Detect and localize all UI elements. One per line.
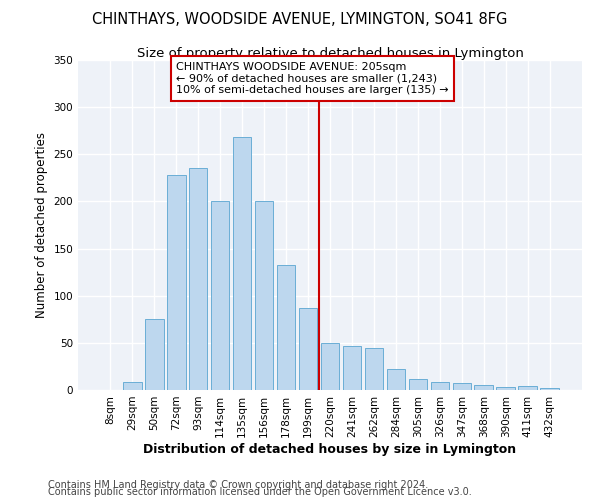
X-axis label: Distribution of detached houses by size in Lymington: Distribution of detached houses by size …	[143, 442, 517, 456]
Bar	[211, 202, 229, 390]
Bar	[123, 382, 142, 390]
Bar	[518, 386, 537, 390]
Bar	[365, 348, 383, 390]
Bar	[167, 175, 185, 390]
Text: CHINTHAYS WOODSIDE AVENUE: 205sqm
← 90% of detached houses are smaller (1,243)
1: CHINTHAYS WOODSIDE AVENUE: 205sqm ← 90% …	[176, 62, 449, 95]
Bar	[475, 386, 493, 390]
Bar	[541, 388, 559, 390]
Text: Contains public sector information licensed under the Open Government Licence v3: Contains public sector information licen…	[48, 487, 472, 497]
Bar	[343, 346, 361, 390]
Bar	[233, 138, 251, 390]
Bar	[189, 168, 208, 390]
Bar	[320, 343, 340, 390]
Bar	[299, 308, 317, 390]
Title: Size of property relative to detached houses in Lymington: Size of property relative to detached ho…	[137, 47, 523, 60]
Bar	[409, 378, 427, 390]
Bar	[386, 370, 405, 390]
Bar	[277, 264, 295, 390]
Bar	[431, 382, 449, 390]
Y-axis label: Number of detached properties: Number of detached properties	[35, 132, 48, 318]
Bar	[496, 387, 515, 390]
Bar	[255, 202, 274, 390]
Bar	[145, 320, 164, 390]
Bar	[452, 384, 471, 390]
Text: Contains HM Land Registry data © Crown copyright and database right 2024.: Contains HM Land Registry data © Crown c…	[48, 480, 428, 490]
Text: CHINTHAYS, WOODSIDE AVENUE, LYMINGTON, SO41 8FG: CHINTHAYS, WOODSIDE AVENUE, LYMINGTON, S…	[92, 12, 508, 28]
